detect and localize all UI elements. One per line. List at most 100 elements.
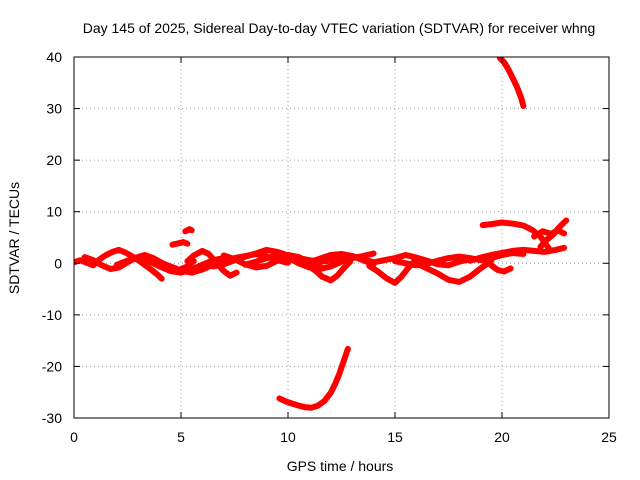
data-point: [328, 258, 334, 264]
data-point: [445, 277, 452, 283]
data-point: [154, 272, 161, 278]
data-point: [563, 217, 569, 224]
data-point: [336, 371, 342, 377]
y-tick-label: 40: [46, 49, 62, 65]
data-point: [403, 252, 409, 258]
data-point: [306, 263, 312, 269]
data-point: [99, 262, 105, 268]
data-point: [467, 274, 473, 280]
data-point: [315, 403, 321, 409]
data-point: [540, 228, 546, 234]
x-tick-label: 20: [494, 429, 510, 445]
data-point: [274, 250, 280, 256]
data-point: [234, 270, 240, 276]
data-point: [242, 262, 248, 268]
data-point: [146, 257, 152, 263]
data-arcs: [74, 57, 570, 411]
data-point: [253, 250, 259, 257]
data-point: [206, 251, 212, 257]
data-point: [114, 262, 120, 268]
data-point: [392, 258, 398, 264]
data-point: [191, 252, 197, 259]
data-point: [456, 259, 462, 265]
data-point: [413, 260, 419, 266]
data-point: [328, 263, 334, 269]
data-point: [221, 252, 227, 259]
x-tick-label: 0: [70, 429, 78, 445]
data-point: [480, 222, 486, 228]
data-point: [456, 279, 462, 285]
data-point: [529, 227, 535, 233]
series-arc-18: [488, 262, 514, 275]
data-point: [501, 268, 507, 275]
data-point: [424, 265, 430, 271]
data-point: [321, 398, 327, 404]
data-point: [82, 254, 88, 260]
data-point: [253, 259, 259, 265]
data-point: [116, 247, 122, 253]
data-point: [371, 259, 377, 265]
data-point: [349, 253, 355, 259]
data-point: [189, 227, 195, 233]
x-tick-label: 10: [280, 429, 296, 445]
data-point: [375, 268, 381, 275]
data-point: [296, 260, 302, 266]
data-point: [306, 259, 312, 265]
data-point: [456, 254, 462, 260]
data-point: [210, 263, 216, 269]
data-point: [366, 263, 372, 269]
data-point: [392, 280, 398, 286]
data-point: [296, 403, 302, 409]
data-point: [495, 267, 501, 273]
data-point: [445, 262, 452, 268]
x-axis-label: GPS time / hours: [287, 458, 394, 474]
data-point: [328, 252, 334, 258]
data-point: [135, 255, 141, 261]
data-point: [559, 222, 565, 228]
y-tick-label: 20: [46, 152, 62, 168]
data-point: [264, 263, 270, 269]
data-point: [445, 255, 452, 261]
data-point: [561, 245, 567, 251]
data-point: [497, 57, 503, 61]
data-point: [328, 277, 334, 283]
data-point: [77, 257, 83, 263]
data-point: [345, 346, 351, 352]
data-point: [520, 247, 527, 253]
data-point: [435, 271, 441, 277]
data-point: [285, 255, 291, 261]
data-point: [319, 274, 325, 280]
data-point: [90, 257, 96, 263]
data-point: [182, 228, 188, 234]
data-point: [317, 256, 323, 262]
data-point: [221, 268, 227, 274]
data-point: [531, 233, 537, 240]
data-point: [488, 258, 494, 264]
data-series: [74, 57, 570, 411]
data-point: [341, 265, 347, 271]
data-point: [332, 381, 338, 387]
data-point: [253, 264, 259, 270]
data-point: [221, 261, 227, 267]
data-point: [488, 252, 494, 258]
data-point: [334, 273, 340, 279]
data-point: [142, 262, 148, 268]
data-point: [176, 240, 182, 246]
data-point: [264, 255, 270, 261]
data-point: [510, 221, 516, 227]
data-point: [199, 266, 205, 273]
data-point: [478, 265, 484, 271]
data-point: [231, 256, 238, 262]
data-point: [405, 265, 411, 271]
data-point: [403, 260, 409, 266]
data-point: [552, 247, 559, 253]
data-point: [308, 405, 315, 411]
data-point: [283, 398, 289, 405]
data-point: [199, 248, 205, 254]
data-point: [381, 257, 387, 263]
data-point: [122, 249, 128, 256]
data-point: [148, 266, 154, 273]
data-point: [520, 103, 527, 109]
data-point: [341, 358, 347, 364]
